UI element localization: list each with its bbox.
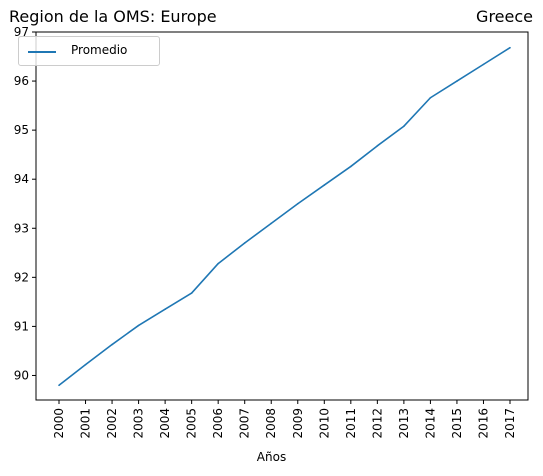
legend: Promedio xyxy=(18,36,160,66)
x-tick-label: 2001 xyxy=(79,408,93,439)
x-tick-label: 2011 xyxy=(344,408,358,439)
data-point xyxy=(191,292,193,294)
x-tick-label: 2006 xyxy=(211,408,225,439)
data-point xyxy=(244,242,246,244)
data-point xyxy=(217,263,219,265)
data-point xyxy=(58,384,60,386)
x-tick-label: 2010 xyxy=(317,408,331,439)
data-point xyxy=(111,344,113,346)
x-tick-label: 2015 xyxy=(450,408,464,439)
x-tick-label: 2002 xyxy=(105,408,119,439)
data-point xyxy=(164,308,166,310)
x-tick-label: 2000 xyxy=(52,408,66,439)
x-tick-label: 2005 xyxy=(185,408,199,439)
x-tick-label: 2017 xyxy=(503,408,517,439)
data-point xyxy=(323,184,325,186)
y-tick-label: 96 xyxy=(14,74,29,88)
data-point xyxy=(430,97,432,99)
data-point xyxy=(297,203,299,205)
x-tick-label: 2009 xyxy=(291,408,305,439)
y-tick-label: 95 xyxy=(14,123,29,137)
data-point xyxy=(483,64,485,66)
y-tick-label: 94 xyxy=(14,172,29,186)
series-line-promedio xyxy=(59,48,510,386)
y-tick-label: 90 xyxy=(14,368,29,382)
data-point xyxy=(456,80,458,82)
data-point xyxy=(270,223,272,225)
x-tick-label: 2012 xyxy=(370,408,384,439)
y-tick-label: 91 xyxy=(14,319,29,333)
legend-label: Promedio xyxy=(71,43,127,57)
data-point xyxy=(403,125,405,127)
data-point xyxy=(509,47,511,49)
x-tick-label: 2004 xyxy=(158,408,172,439)
data-point xyxy=(85,364,87,366)
data-point xyxy=(350,166,352,168)
x-tick-label: 2013 xyxy=(397,408,411,439)
x-axis-label: Años xyxy=(0,450,543,464)
legend-line-swatch xyxy=(28,51,56,53)
y-tick-label: 93 xyxy=(14,221,29,235)
x-tick-label: 2007 xyxy=(238,408,252,439)
data-point xyxy=(377,145,379,147)
data-point xyxy=(138,325,140,327)
x-tick-label: 2008 xyxy=(264,408,278,439)
x-tick-label: 2016 xyxy=(476,408,490,439)
y-tick-label: 92 xyxy=(14,270,29,284)
x-tick-label: 2014 xyxy=(423,408,437,439)
x-tick-label: 2003 xyxy=(132,408,146,439)
